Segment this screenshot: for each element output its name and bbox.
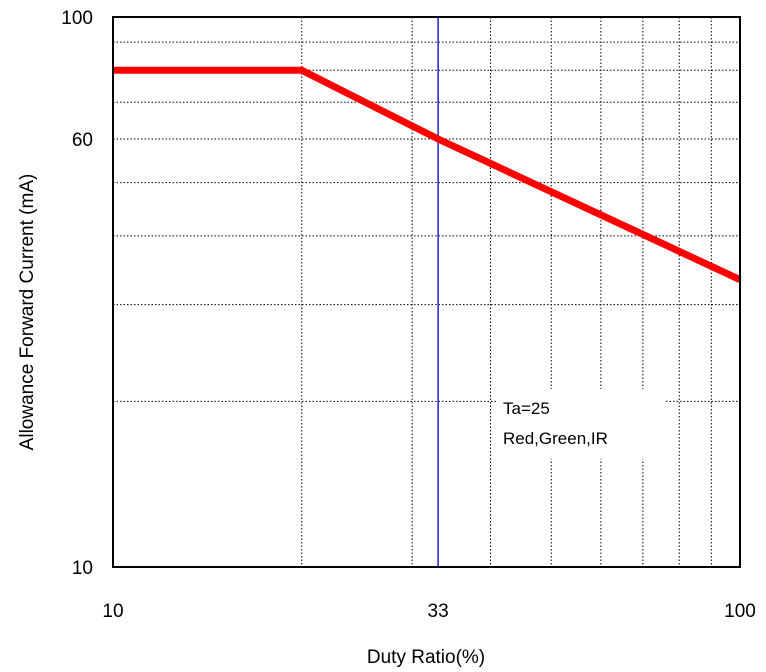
annotation-box — [496, 389, 666, 459]
y-tick-labels: 10 60 100 — [61, 8, 93, 579]
x-tick-label: 10 — [102, 601, 123, 622]
y-tick-label: 100 — [61, 8, 93, 29]
x-tick-labels: 10 33 100 — [102, 601, 755, 622]
y-tick-label: 60 — [72, 130, 93, 151]
annotation-colors: Red,Green,IR — [503, 429, 608, 448]
x-tick-label: 33 — [428, 601, 449, 622]
y-tick-label: 10 — [72, 558, 93, 579]
x-axis-label: Duty Ratio(%) — [367, 647, 485, 668]
x-tick-label: 100 — [724, 601, 756, 622]
grid — [113, 17, 740, 567]
annotation-ta: Ta=25 — [503, 399, 550, 418]
plot-frame — [112, 16, 741, 568]
series-line — [113, 66, 742, 283]
y-axis-label: Allowance Forward Current (mA) — [17, 174, 38, 451]
